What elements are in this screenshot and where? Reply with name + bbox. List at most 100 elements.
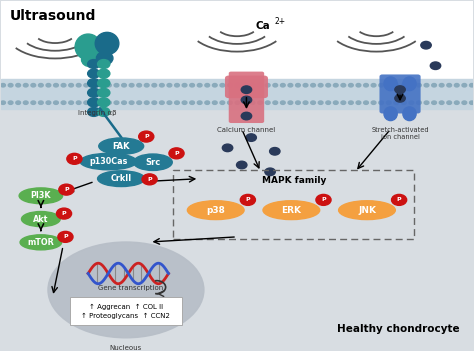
Circle shape — [235, 84, 240, 87]
Circle shape — [401, 101, 406, 104]
Circle shape — [296, 101, 301, 104]
Circle shape — [159, 84, 164, 87]
Ellipse shape — [95, 32, 119, 55]
Circle shape — [88, 88, 100, 97]
Ellipse shape — [48, 242, 204, 338]
Text: P: P — [62, 211, 66, 216]
Circle shape — [341, 84, 346, 87]
Circle shape — [265, 101, 270, 104]
Text: P: P — [147, 177, 152, 182]
Text: Calcium channel: Calcium channel — [217, 127, 275, 133]
Circle shape — [421, 41, 431, 49]
Ellipse shape — [263, 201, 319, 220]
Circle shape — [371, 101, 376, 104]
Circle shape — [417, 84, 421, 87]
Circle shape — [76, 84, 81, 87]
Circle shape — [348, 101, 353, 104]
Circle shape — [386, 84, 391, 87]
Circle shape — [142, 174, 157, 185]
Circle shape — [235, 101, 240, 104]
Ellipse shape — [403, 77, 416, 91]
Circle shape — [67, 153, 82, 164]
Circle shape — [98, 88, 110, 97]
Circle shape — [99, 101, 104, 104]
Text: FAK: FAK — [112, 142, 130, 151]
Circle shape — [311, 84, 316, 87]
Circle shape — [270, 147, 280, 155]
Circle shape — [137, 101, 142, 104]
Circle shape — [395, 94, 405, 102]
Text: P: P — [246, 197, 250, 203]
Circle shape — [394, 84, 399, 87]
Ellipse shape — [19, 188, 63, 204]
Circle shape — [88, 79, 100, 88]
Circle shape — [114, 84, 119, 87]
Text: P: P — [174, 151, 179, 156]
Circle shape — [228, 84, 232, 87]
Ellipse shape — [75, 34, 101, 60]
Bar — [0, 1, 474, 94]
Circle shape — [455, 84, 459, 87]
Circle shape — [174, 84, 179, 87]
Circle shape — [38, 101, 43, 104]
Circle shape — [220, 84, 225, 87]
Text: P: P — [321, 197, 326, 203]
Circle shape — [395, 86, 405, 93]
Circle shape — [333, 84, 338, 87]
Circle shape — [281, 101, 285, 104]
Circle shape — [129, 101, 134, 104]
Circle shape — [205, 84, 210, 87]
Ellipse shape — [21, 212, 60, 227]
Circle shape — [76, 101, 81, 104]
Circle shape — [228, 101, 232, 104]
Circle shape — [364, 101, 368, 104]
Circle shape — [333, 101, 338, 104]
Text: p130Cas: p130Cas — [89, 157, 128, 166]
Circle shape — [98, 107, 110, 117]
FancyBboxPatch shape — [225, 75, 268, 98]
Circle shape — [447, 101, 452, 104]
Circle shape — [107, 84, 111, 87]
Circle shape — [169, 148, 184, 159]
Circle shape — [58, 231, 73, 242]
Circle shape — [470, 101, 474, 104]
Circle shape — [341, 101, 346, 104]
Text: Akt: Akt — [33, 214, 48, 224]
FancyBboxPatch shape — [70, 297, 182, 325]
Circle shape — [0, 101, 5, 104]
Circle shape — [88, 98, 100, 107]
Circle shape — [447, 84, 452, 87]
Circle shape — [265, 84, 270, 87]
Text: p38: p38 — [206, 206, 225, 215]
Circle shape — [59, 184, 74, 195]
Ellipse shape — [134, 154, 172, 171]
Circle shape — [246, 134, 256, 141]
Circle shape — [91, 101, 96, 104]
Circle shape — [84, 84, 89, 87]
Circle shape — [46, 84, 51, 87]
Circle shape — [258, 101, 263, 104]
Circle shape — [98, 79, 110, 88]
Circle shape — [455, 101, 459, 104]
Text: ↑ Aggrecan  ↑ COL II
↑ Proteoglycans  ↑ CCN2: ↑ Aggrecan ↑ COL II ↑ Proteoglycans ↑ CC… — [82, 303, 170, 319]
Circle shape — [0, 84, 5, 87]
Circle shape — [167, 84, 172, 87]
Circle shape — [409, 101, 414, 104]
Circle shape — [16, 101, 20, 104]
Circle shape — [91, 84, 96, 87]
Circle shape — [31, 84, 36, 87]
Circle shape — [243, 101, 247, 104]
Circle shape — [424, 84, 429, 87]
Circle shape — [288, 84, 293, 87]
Circle shape — [364, 84, 368, 87]
Ellipse shape — [20, 235, 62, 250]
Circle shape — [394, 101, 399, 104]
Circle shape — [432, 101, 437, 104]
Circle shape — [54, 101, 58, 104]
Ellipse shape — [403, 107, 416, 121]
Circle shape — [462, 84, 467, 87]
Ellipse shape — [384, 77, 397, 91]
Circle shape — [31, 101, 36, 104]
Circle shape — [241, 86, 252, 93]
Circle shape — [46, 101, 51, 104]
